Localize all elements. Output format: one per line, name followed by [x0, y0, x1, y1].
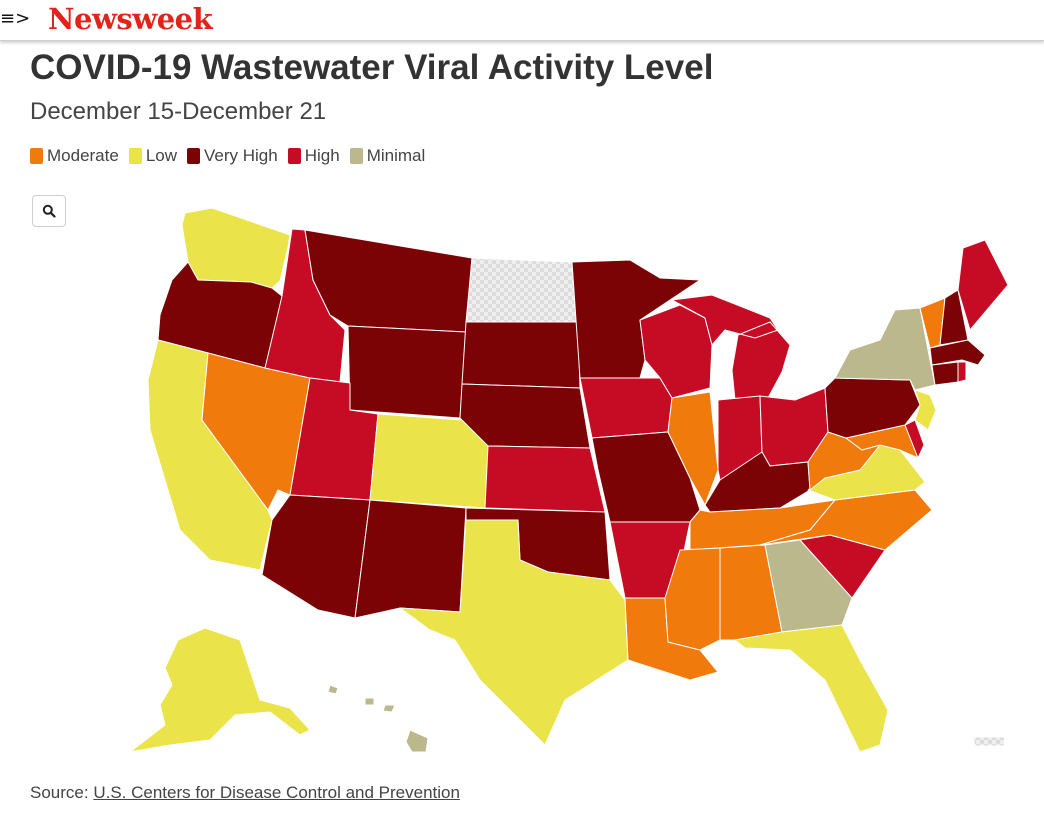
legend-swatch [187, 148, 201, 164]
state-GA[interactable] [764, 539, 853, 633]
newsweek-logo[interactable]: Newsweek [48, 2, 213, 36]
state-HI[interactable] [327, 684, 429, 753]
state-WA[interactable] [181, 207, 291, 289]
legend: Moderate Low Very High High Minimal [30, 146, 425, 166]
source-line: Source: U.S. Centers for Disease Control… [30, 783, 460, 803]
menu-icon[interactable]: ≡> [0, 8, 31, 29]
us-state-map [129, 207, 1009, 753]
legend-label: Minimal [366, 146, 426, 165]
legend-swatch [128, 148, 142, 164]
state-MI[interactable] [671, 294, 791, 401]
state-AZ[interactable] [261, 494, 371, 619]
legend-swatch [30, 148, 43, 164]
state-CT[interactable] [931, 361, 959, 386]
chart-subtitle: December 15-December 21 [30, 98, 327, 125]
source-link[interactable]: U.S. Centers for Disease Control and Pre… [93, 783, 460, 802]
zoom-button[interactable] [32, 195, 66, 227]
legend-swatch [349, 148, 363, 164]
legend-item-low[interactable]: Low [128, 146, 178, 166]
legend-item-moderate[interactable]: Moderate [30, 146, 119, 166]
state-ND[interactable] [465, 257, 579, 323]
legend-label: Low [145, 146, 178, 165]
legend-label: Very High [204, 146, 278, 165]
state-TX[interactable] [399, 519, 629, 746]
state-SD[interactable] [461, 321, 581, 389]
state-PR[interactable] [972, 736, 1006, 747]
state-DE[interactable] [904, 419, 925, 459]
top-navigation-bar: ≡> Newsweek [0, 0, 1044, 41]
state-NY[interactable] [834, 307, 936, 391]
state-WY[interactable] [347, 325, 467, 419]
legend-item-high[interactable]: High [287, 146, 340, 166]
search-icon [42, 204, 56, 218]
state-ME[interactable] [957, 239, 1009, 331]
state-FL[interactable] [734, 624, 889, 753]
state-NM[interactable] [354, 499, 467, 619]
source-prefix: Source: [30, 783, 94, 802]
legend-swatch [287, 148, 301, 164]
chart-title: COVID-19 Wastewater Viral Activity Level [30, 48, 714, 87]
legend-label: High [304, 146, 340, 165]
legend-item-very-high[interactable]: Very High [187, 146, 278, 166]
legend-item-minimal[interactable]: Minimal [349, 146, 426, 166]
state-KS[interactable] [484, 445, 606, 513]
state-NJ[interactable] [914, 389, 937, 431]
state-IA[interactable] [579, 377, 673, 439]
state-RI[interactable] [957, 361, 967, 383]
legend-label: Moderate [47, 146, 119, 165]
state-AK[interactable] [129, 627, 311, 753]
